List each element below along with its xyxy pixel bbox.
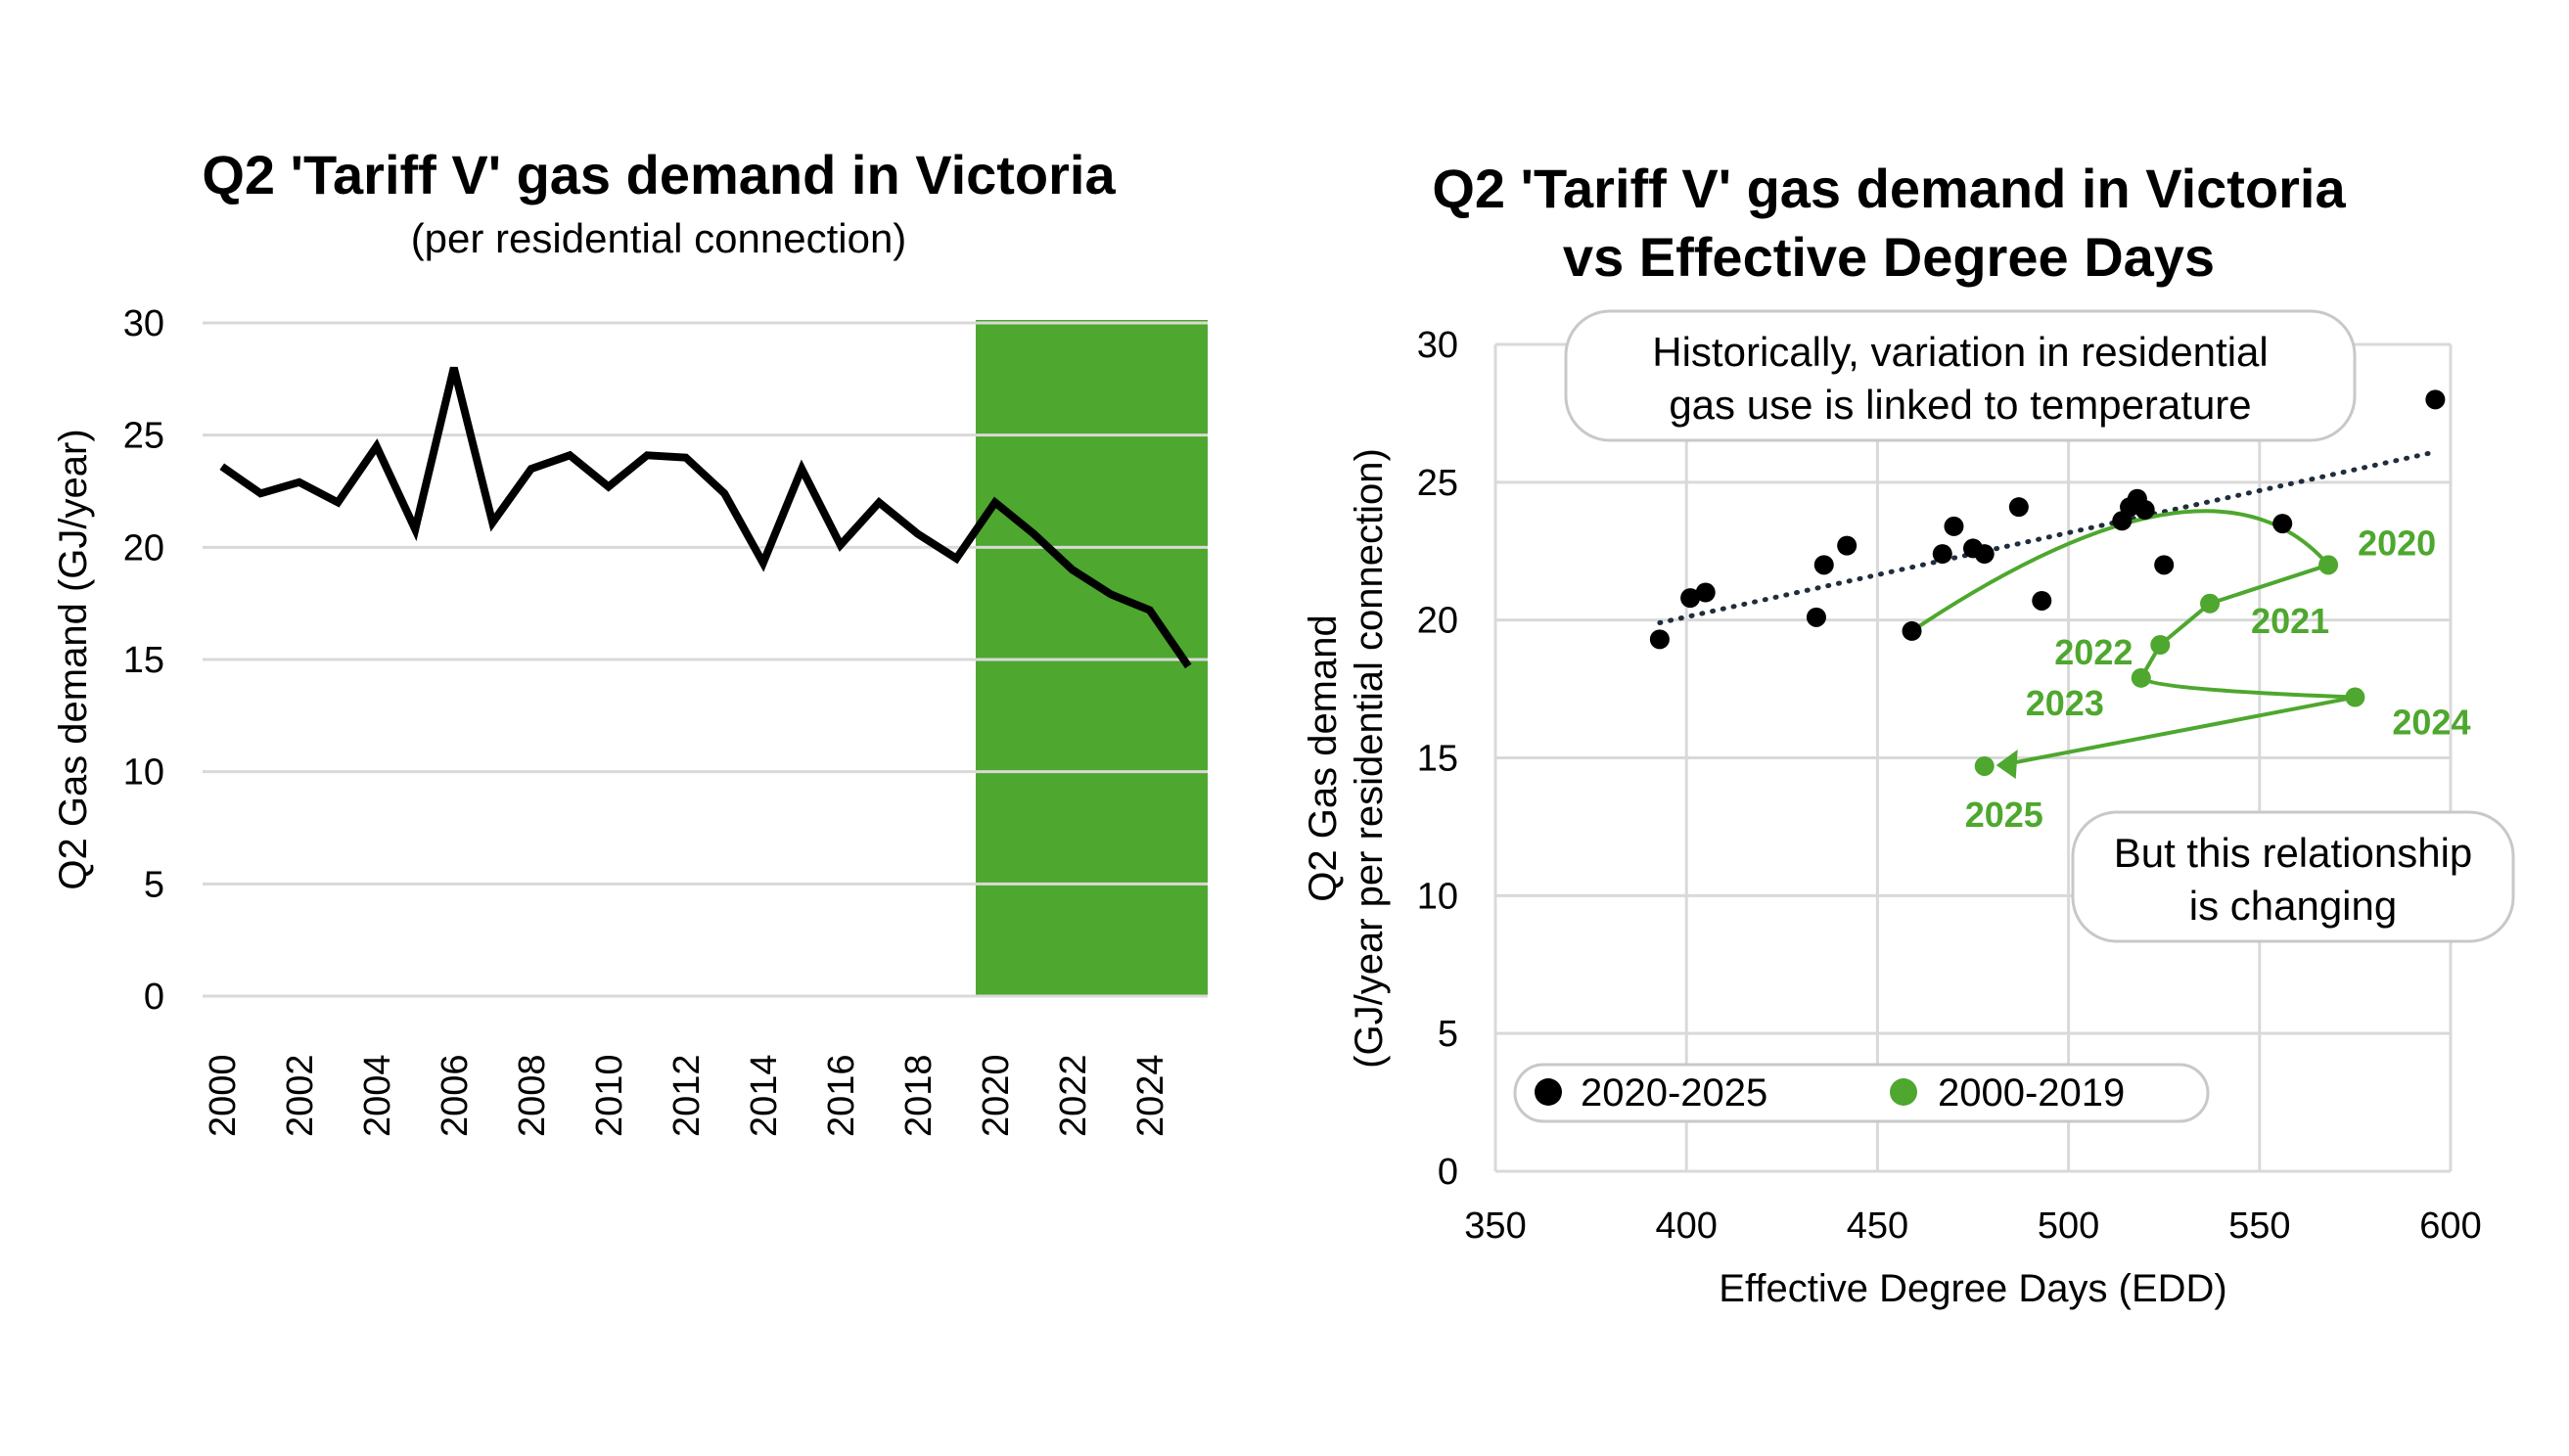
right-x-axis-label: Effective Degree Days (EDD) xyxy=(1719,1267,2226,1310)
y-tick-label: 25 xyxy=(1417,463,1458,504)
scatter-point-black xyxy=(2008,497,2029,518)
x-tick-label: 500 xyxy=(2038,1206,2099,1247)
year-label-2023: 2023 xyxy=(2026,683,2104,723)
annotation-changing-line2: is changing xyxy=(2189,883,2397,929)
x-tick-label: 2012 xyxy=(666,1054,708,1137)
scatter-point-black xyxy=(2154,555,2175,575)
scatter-point-2023 xyxy=(2131,667,2151,688)
scatter-point-black xyxy=(1813,555,1834,575)
legend-marker-2000-2019 xyxy=(1890,1078,1917,1106)
x-tick-label: 2006 xyxy=(435,1054,476,1137)
scatter-point-black xyxy=(2425,389,2446,410)
x-tick-label: 2004 xyxy=(357,1054,398,1137)
x-tick-label: 2014 xyxy=(744,1054,785,1137)
y-tick-label: 10 xyxy=(123,752,164,794)
y-tick-label: 25 xyxy=(123,416,164,457)
x-tick-label: 2008 xyxy=(512,1054,553,1137)
y-tick-label: 15 xyxy=(123,640,164,681)
scatter-point-black xyxy=(1944,516,1964,536)
right-chart-title-line2: vs Effective Degree Days xyxy=(1563,226,2215,288)
x-tick-label: 2016 xyxy=(821,1054,862,1137)
year-label-2025: 2025 xyxy=(1965,795,2043,835)
x-tick-label: 2000 xyxy=(203,1054,244,1137)
scatter-point-black xyxy=(1649,629,1670,650)
trajectory-2019-2020 xyxy=(1910,509,2330,633)
y-tick-label: 5 xyxy=(144,864,164,905)
x-tick-label: 350 xyxy=(1464,1206,1526,1247)
legend-label-2020-2025: 2020-2025 xyxy=(1581,1071,1767,1115)
annotation-changing-line1: But this relationship xyxy=(2114,830,2473,876)
right-chart-title-line1: Q2 'Tariff V' gas demand in Victoria xyxy=(1432,158,2346,219)
arrowhead-icon xyxy=(1996,749,2018,779)
x-tick-label: 2010 xyxy=(589,1054,630,1137)
year-label-2024: 2024 xyxy=(2392,703,2470,743)
scatter-point-black xyxy=(1680,588,1701,609)
y-tick-label: 0 xyxy=(144,977,164,1018)
x-tick-label: 550 xyxy=(2228,1206,2290,1247)
y-tick-label: 20 xyxy=(1417,601,1458,642)
right-y-axis-label-line1: Q2 Gas demand xyxy=(1302,614,1345,902)
annotation-box-changing xyxy=(2071,810,2515,943)
annotation-box-historical xyxy=(1564,309,2357,442)
scatter-point-black xyxy=(2134,500,2155,520)
y-tick-label: 20 xyxy=(123,527,164,569)
x-tick-label: 400 xyxy=(1655,1206,1717,1247)
x-tick-label: 2018 xyxy=(898,1054,940,1137)
scatter-point-black xyxy=(1902,620,1922,641)
scatter-point-2021 xyxy=(2200,593,2221,614)
y-tick-label: 5 xyxy=(1438,1014,1458,1055)
scatter-point-2025 xyxy=(1974,755,1995,776)
annotation-historical-line1: Historically, variation in residential xyxy=(1652,329,2268,375)
scatter-point-black xyxy=(2272,514,2293,534)
demand-line xyxy=(219,366,1192,669)
year-label-2021: 2021 xyxy=(2251,601,2329,641)
scatter-point-black xyxy=(2032,590,2052,611)
left-chart-subtitle: (per residential connection) xyxy=(411,215,907,261)
scatter-point-black xyxy=(1806,607,1826,627)
x-tick-label: 600 xyxy=(2419,1206,2481,1247)
scatter-point-black xyxy=(1974,544,1995,565)
x-tick-label: 2022 xyxy=(1053,1054,1094,1137)
y-tick-label: 30 xyxy=(1417,325,1458,366)
left-chart-title: Q2 'Tariff V' gas demand in Victoria xyxy=(202,144,1116,205)
legend xyxy=(1513,1063,2210,1123)
left-y-axis-label: Q2 Gas demand (GJ/year) xyxy=(52,429,95,889)
annotation-historical-line2: gas use is linked to temperature xyxy=(1669,382,2251,428)
scatter-point-2024 xyxy=(2345,687,2365,707)
x-tick-label: 450 xyxy=(1847,1206,1908,1247)
legend-label-2000-2019: 2000-2019 xyxy=(1938,1071,2125,1115)
legend-marker-2020-2025 xyxy=(1535,1078,1562,1106)
year-label-2022: 2022 xyxy=(2054,632,2133,672)
x-tick-label: 2002 xyxy=(280,1054,321,1137)
scatter-point-2020 xyxy=(2318,555,2339,575)
scatter-point-black xyxy=(1837,535,1858,556)
y-tick-label: 15 xyxy=(1417,739,1458,780)
y-tick-label: 10 xyxy=(1417,876,1458,917)
scatter-point-black xyxy=(1695,582,1716,603)
year-label-2020: 2020 xyxy=(2358,523,2436,563)
y-tick-label: 30 xyxy=(123,303,164,344)
y-tick-label: 0 xyxy=(1438,1152,1458,1193)
x-tick-label: 2024 xyxy=(1130,1054,1171,1137)
scatter-point-2022 xyxy=(2150,635,2171,656)
trendline xyxy=(1657,449,2438,625)
right-y-axis-label-line2: (GJ/year per residential connection) xyxy=(1348,448,1391,1069)
x-tick-label: 2020 xyxy=(976,1054,1017,1137)
scatter-point-black xyxy=(1932,544,1952,565)
